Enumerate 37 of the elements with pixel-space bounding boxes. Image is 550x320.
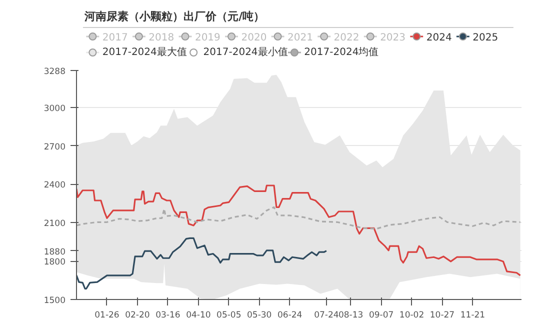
y-tick-label: 2400 bbox=[44, 180, 66, 191]
line-series bbox=[76, 184, 522, 276]
x-tick-label: 10-02 bbox=[399, 310, 424, 320]
x-tick-label: 11-21 bbox=[460, 310, 486, 320]
y-tick-label: 1500 bbox=[44, 296, 66, 306]
legend-label: 2021 bbox=[288, 32, 313, 44]
x-tick-label: 05-30 bbox=[247, 310, 272, 320]
y-tick-label: 2100 bbox=[44, 219, 66, 230]
x-tick-label: 04-10 bbox=[186, 310, 211, 320]
legend-label: 2023 bbox=[380, 32, 406, 44]
chart-title: 河南尿素（小颗粒）出厂价（元/吨） bbox=[84, 10, 265, 23]
legend-label: 2017-2024均值 bbox=[304, 46, 379, 58]
x-tick-label: 03-16 bbox=[156, 310, 180, 320]
legend-label: 2017-2024最小值 bbox=[203, 46, 288, 58]
x-tick-label: 07-24 bbox=[314, 310, 339, 320]
y-tick-label: 3288 bbox=[44, 67, 66, 77]
y-tick-label: 3000 bbox=[44, 104, 66, 114]
line-series bbox=[76, 206, 522, 230]
x-tick-label: 09-07 bbox=[368, 310, 394, 320]
legend-label: 2022 bbox=[334, 32, 360, 44]
line-series bbox=[76, 237, 328, 290]
legend-label: 2020 bbox=[241, 32, 267, 44]
y-tick-label: 1800 bbox=[44, 258, 66, 268]
x-tick-label: 06-24 bbox=[278, 310, 302, 320]
x-tick-label: 02-20 bbox=[125, 310, 150, 320]
x-tick-label: 05-05 bbox=[216, 310, 242, 320]
legend-label: 2017-2024最大值 bbox=[102, 46, 187, 58]
x-tick-label: 08-13 bbox=[338, 310, 364, 320]
legend-label: 2018 bbox=[148, 32, 174, 44]
legend-label: 2024 bbox=[426, 32, 452, 44]
y-tick-label: 2700 bbox=[44, 142, 66, 152]
legend-label: 2019 bbox=[194, 32, 220, 44]
legend-label: 2025 bbox=[472, 32, 498, 44]
y-tick-label: 1880 bbox=[44, 247, 66, 258]
legend-label: 2017 bbox=[102, 32, 128, 44]
x-tick-label: 10-27 bbox=[430, 310, 455, 320]
x-tick-label: 01-26 bbox=[94, 310, 120, 320]
